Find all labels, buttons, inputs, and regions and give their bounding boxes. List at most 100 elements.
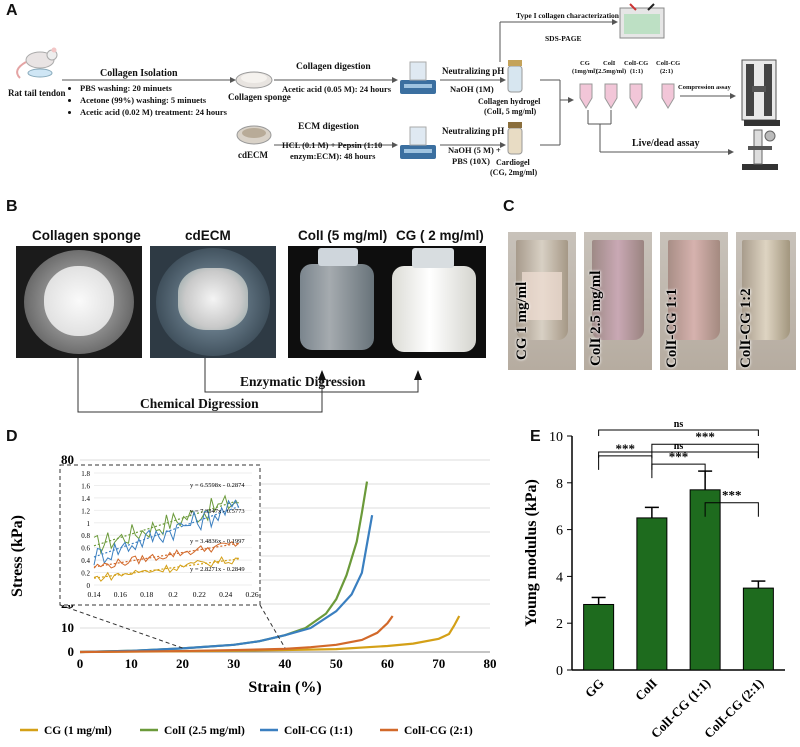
y-tick-label: 0 [556, 664, 563, 679]
tube-label-coli: ColI 2.5 mg/ml [588, 270, 604, 366]
neutralizing-ph-label-2: Neutralizing pH [442, 126, 505, 136]
tube-photo-coli [584, 232, 652, 370]
isolation-step: Acetone (99%) washing: 5 minuets [80, 94, 227, 106]
significance-label: *** [722, 488, 742, 503]
inset-trace [93, 541, 240, 569]
tube-label: (2:1) [660, 68, 673, 75]
collagen-sponge-label-a: Collagen sponge [228, 92, 291, 102]
pbs-label: PBS (10X) [452, 156, 491, 166]
sds-page-gel-icon [619, 3, 665, 39]
bar [583, 603, 615, 671]
bar [636, 517, 668, 671]
y-tick-label: 4 [556, 570, 563, 585]
collagen-sponge-title: Collagen sponge [32, 228, 141, 243]
series-line [79, 615, 394, 654]
significance-bracket [651, 443, 759, 459]
legend-label: ColI (2.5 mg/ml) [164, 725, 245, 737]
inset-y-tick-label: 0.4 [81, 557, 90, 565]
cdecm-label-a: cdECM [238, 150, 268, 160]
stress-strain-chart: 0102030405060708001020304050607080Strain… [9, 452, 497, 737]
inset-x-tick-label: 0.14 [87, 590, 100, 599]
inset-y-tick-label: 0.2 [81, 570, 90, 578]
tube-label: ColI [603, 60, 616, 67]
y-tick-label: 2 [556, 617, 563, 632]
cardiogel-label: Cardiogel [496, 158, 530, 167]
collagen-digestion-detail: Acetic acid (0.05 M): 24 hours [282, 84, 392, 94]
x-axis-label: Strain (%) [248, 679, 321, 696]
panel-b-letter: B [6, 198, 18, 215]
type1-char-label: Type I collagen characterization [516, 11, 619, 20]
panel-a-letter: A [6, 2, 18, 19]
significance-bracket [704, 502, 759, 517]
inset-trace [93, 499, 240, 566]
x-tick-label: 40 [279, 656, 292, 671]
tube-label-coli-cg-11: ColI-CG 1:1 [664, 288, 680, 368]
inset-x-tick-label: 0.2 [168, 590, 178, 599]
stirrer-icon-1 [400, 61, 436, 94]
compression-tester-icon [741, 59, 780, 126]
inset-x-tick-label: 0.24 [219, 590, 232, 599]
tube-icons [579, 83, 675, 109]
inset-fit-line [93, 542, 239, 568]
inset-x-tick-label: 0.26 [245, 590, 258, 599]
inset-y-tick-label: 0.6 [81, 545, 90, 553]
inset-equation: y = 7.3347x - 0.5773 [190, 508, 245, 515]
tube-label: CG [580, 60, 590, 67]
collagen-sponge-dish-icon [235, 71, 273, 89]
inset-fit-line [93, 558, 239, 579]
rat-icon [16, 47, 58, 79]
significance-bracket [598, 455, 653, 470]
naoh-1-label: NaOH (1M) [450, 84, 494, 94]
x-tick-label: 30 [227, 656, 240, 671]
collagen-isolation-label: Collagen Isolation [100, 68, 178, 79]
inset-fit-line [93, 506, 240, 558]
significance-label: *** [695, 429, 715, 444]
isolation-steps-list: PBS washing: 20 minuets Acetone (99%) wa… [66, 82, 227, 118]
ecm-digestion-detail-2: enzym:ECM): 48 hours [290, 151, 376, 161]
legend-label: ColI-CG (2:1) [404, 725, 473, 737]
y-axis-label: Young modulus (kPa) [523, 479, 540, 627]
inset-y-tick-label: 0.8 [81, 532, 90, 540]
inset-y-tick-label: 1.2 [81, 507, 90, 515]
tube-photo-coli-cg-11 [660, 232, 728, 370]
y-tick-label: 10 [61, 620, 74, 635]
panel-c-letter: C [503, 198, 515, 215]
significance-label: ns [674, 441, 684, 452]
naoh-2-label: NaOH (5 M) + [448, 145, 501, 155]
inset-x-tick-label: 0.16 [114, 590, 127, 599]
inset-x-tick-label: 0.18 [140, 590, 153, 599]
bar [742, 587, 774, 671]
x-tick-label: 70 [432, 656, 445, 671]
tube-label: (1:1) [630, 68, 643, 75]
significance-label: *** [669, 449, 689, 464]
rat-tail-label: Rat tail tendon [8, 88, 66, 98]
cardiogel-vial-icon [507, 122, 523, 155]
x-tick-label: 10 [125, 656, 138, 671]
y-tick-label: 0 [68, 644, 75, 659]
significance-label: *** [616, 441, 636, 456]
x-tick-label: 20 [176, 656, 189, 671]
inset-connector [259, 604, 286, 649]
legend-label: ColI-CG (1:1) [284, 725, 353, 737]
inset-x-tick-label: 0.22 [193, 590, 206, 599]
microscope-icon [742, 129, 778, 170]
hydrogel-vials-photo [288, 246, 486, 358]
digestion-connectors [77, 358, 422, 413]
ecm-digestion-detail-1: HCL (0.1 M) + Pepsin (1:10 [282, 140, 383, 150]
cardiogel-conc: (CG, 2mg/ml) [490, 168, 538, 177]
tube-label: (1mg/ml) [572, 68, 598, 75]
inset-y-tick-label: 1.6 [81, 482, 90, 490]
series-line [79, 615, 461, 654]
sds-page-label: SDS-PAGE [545, 34, 582, 43]
tube-photo-coli-cg-12 [736, 232, 796, 370]
legend-label: CG (1 mg/ml) [44, 725, 112, 737]
tube-photo-cg [508, 232, 576, 370]
neutralizing-ph-label-1: Neutralizing pH [442, 66, 505, 76]
x-tick-label: 80 [484, 656, 497, 671]
inset-equation: y = 6.5598x - 0.2874 [190, 482, 245, 489]
chemical-digression-label: Chemical Digression [140, 396, 259, 411]
tube-label: ColI-CG [624, 60, 649, 67]
significance-label: ns [674, 420, 684, 430]
collagen-hydrogel-label: Collagen hydrogel [478, 97, 541, 106]
